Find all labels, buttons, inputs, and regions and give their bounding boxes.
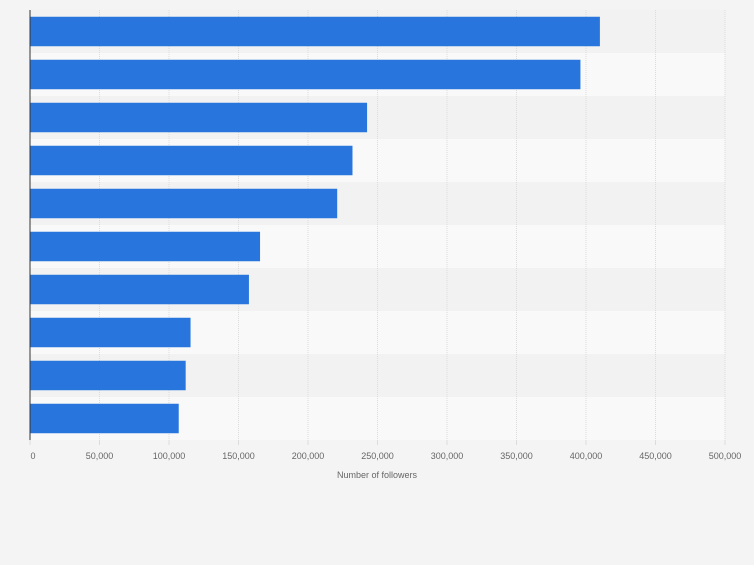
bar — [30, 231, 261, 262]
x-tick-label: 50,000 — [86, 451, 114, 461]
bar — [30, 317, 191, 348]
x-tick-label: 250,000 — [361, 451, 394, 461]
bar — [30, 16, 600, 47]
x-tick-label: 350,000 — [500, 451, 533, 461]
x-tick-label: 150,000 — [222, 451, 255, 461]
x-tick-label: 400,000 — [570, 451, 603, 461]
bars — [30, 16, 600, 434]
x-tick-label: 300,000 — [431, 451, 464, 461]
x-axis-label: Number of followers — [337, 470, 418, 480]
bar — [30, 102, 368, 133]
bar — [30, 188, 338, 219]
x-tick-label: 200,000 — [292, 451, 325, 461]
x-tick-label: 450,000 — [639, 451, 672, 461]
bar — [30, 360, 186, 391]
bar — [30, 145, 353, 176]
x-tick-label: 100,000 — [153, 451, 186, 461]
x-tick-label: 500,000 — [709, 451, 742, 461]
x-axis-tick-labels: 0 50,000 100,000 150,000 200,000 250,000 300,0… — [30, 451, 741, 461]
bar — [30, 59, 581, 90]
gridlines — [29, 10, 726, 445]
bar — [30, 403, 179, 434]
x-tick-label: 0 — [30, 451, 35, 461]
bar — [30, 274, 249, 305]
